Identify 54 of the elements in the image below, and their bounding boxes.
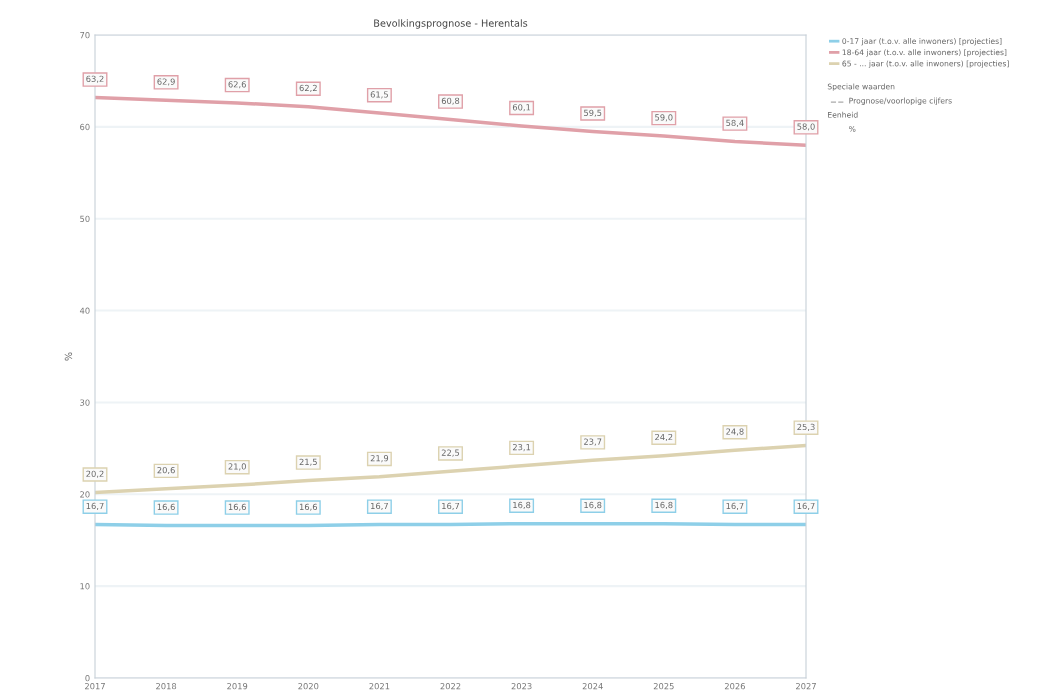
data-label: 62,6 — [228, 81, 246, 89]
y-tick-label: 60 — [80, 123, 90, 131]
x-tick-label: 2025 — [653, 683, 674, 690]
data-label: 63,2 — [86, 75, 104, 83]
x-tick-label: 2018 — [156, 683, 177, 690]
data-label: 62,2 — [299, 84, 317, 92]
data-label: 24,8 — [726, 428, 744, 436]
y-axis-title: % — [64, 352, 73, 361]
data-label: 58,0 — [797, 123, 815, 131]
y-tick-label: 10 — [80, 583, 90, 590]
data-label: 20,2 — [86, 470, 104, 478]
x-tick-label: 2020 — [298, 683, 319, 690]
x-tick-label: 2027 — [796, 683, 816, 690]
y-tick-label: 50 — [80, 215, 90, 222]
x-tick-label: 2024 — [582, 683, 603, 690]
data-label: 24,2 — [655, 433, 673, 442]
data-label: 23,1 — [512, 444, 531, 452]
x-tick-label: 2017 — [85, 683, 105, 690]
x-tick-label: 2021 — [369, 683, 390, 690]
data-label: 16,6 — [299, 503, 318, 511]
data-label: 62,9 — [157, 78, 175, 86]
data-label: 16,8 — [513, 501, 531, 510]
data-label: 60,1 — [512, 104, 531, 112]
x-tick-label: 2019 — [227, 683, 248, 690]
data-label: 16,8 — [584, 501, 602, 510]
x-tick-label: 2026 — [724, 683, 745, 690]
x-tick-label: 2023 — [511, 683, 532, 690]
x-tick-label: 2022 — [440, 683, 461, 690]
data-label: 21,5 — [299, 458, 317, 466]
data-label: 22,5 — [441, 449, 460, 457]
data-label: 61,5 — [370, 91, 388, 99]
data-label: 59,5 — [584, 109, 602, 117]
y-tick-label: 40 — [79, 307, 90, 314]
y-tick-label: 70 — [80, 31, 90, 39]
data-label: 16,7 — [371, 502, 388, 510]
data-label: 16,6 — [157, 503, 175, 511]
data-label: 23,7 — [584, 438, 602, 446]
y-tick-label: 0 — [85, 674, 90, 682]
data-label: 16,8 — [655, 501, 673, 510]
data-label: 16,7 — [797, 502, 815, 510]
data-label: 21,0 — [228, 463, 246, 471]
data-label: 25,3 — [797, 423, 815, 431]
data-label: 59,0 — [655, 114, 673, 122]
y-tick-label: 30 — [80, 399, 90, 406]
data-label: 21,9 — [370, 455, 389, 463]
data-label: 16,6 — [228, 503, 246, 511]
chart-title: Bevolkingsprognose - Herentals — [374, 19, 528, 29]
data-label: 60,8 — [441, 97, 460, 105]
y-tick-label: 20 — [80, 491, 90, 498]
data-label: 58,4 — [726, 119, 744, 127]
data-label: 16,7 — [442, 502, 460, 510]
data-label: 16,7 — [86, 502, 104, 510]
data-label: 16,7 — [726, 502, 744, 510]
data-label: 20,6 — [157, 466, 175, 475]
